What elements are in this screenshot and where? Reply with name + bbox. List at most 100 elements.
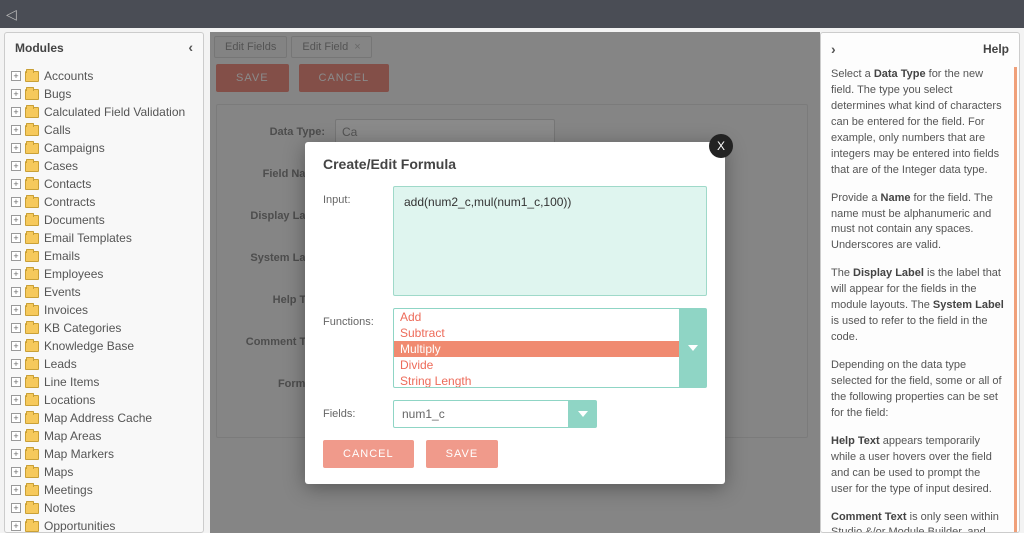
modal-label-input: Input: bbox=[323, 186, 393, 296]
expand-icon[interactable]: + bbox=[11, 377, 21, 387]
expand-icon[interactable]: + bbox=[11, 305, 21, 315]
sidebar-item[interactable]: +Leads bbox=[9, 355, 199, 373]
function-option[interactable]: Divide bbox=[394, 357, 679, 373]
help-paragraph: Help Text appears temporarily while a us… bbox=[831, 434, 1004, 498]
expand-icon[interactable]: + bbox=[11, 71, 21, 81]
expand-icon[interactable]: + bbox=[11, 89, 21, 99]
sidebar-item[interactable]: + Emails bbox=[9, 247, 199, 265]
sidebar-item[interactable]: + Knowledge Base bbox=[9, 337, 199, 355]
expand-icon[interactable]: + bbox=[11, 161, 21, 171]
folder-icon bbox=[25, 125, 39, 136]
modal-save-button[interactable]: SAVE bbox=[426, 440, 499, 468]
folder-icon bbox=[25, 395, 39, 406]
sidebar-item[interactable]: +Meetings bbox=[9, 481, 199, 499]
function-option[interactable]: Add bbox=[394, 309, 679, 325]
expand-icon[interactable]: + bbox=[11, 467, 21, 477]
expand-icon[interactable]: + bbox=[11, 395, 21, 405]
expand-icon[interactable]: + bbox=[11, 323, 21, 333]
expand-icon[interactable]: + bbox=[11, 521, 21, 531]
functions-insert-button[interactable] bbox=[679, 308, 707, 388]
sidebar-item-label: Email Templates bbox=[44, 231, 132, 245]
sidebar-item[interactable]: +Contacts bbox=[9, 175, 199, 193]
folder-icon bbox=[25, 179, 39, 190]
sidebar-item[interactable]: + Campaigns bbox=[9, 139, 199, 157]
help-panel: › Help Select a Data Type for the new fi… bbox=[820, 32, 1020, 533]
folder-icon bbox=[25, 107, 39, 118]
sidebar-item[interactable]: + Email Templates bbox=[9, 229, 199, 247]
expand-icon[interactable]: + bbox=[11, 413, 21, 423]
functions-list[interactable]: AddSubtractMultiplyDivideString LengthCo… bbox=[393, 308, 680, 388]
folder-icon bbox=[25, 485, 39, 496]
help-paragraph: Comment Text is only seen within Studio … bbox=[831, 510, 1004, 533]
sidebar-item[interactable]: + Notes bbox=[9, 499, 199, 517]
sidebar-item[interactable]: +Invoices bbox=[9, 301, 199, 319]
folder-icon bbox=[25, 233, 39, 244]
formula-modal: X Create/Edit Formula Input: Functions: … bbox=[305, 142, 725, 484]
formula-input-textarea[interactable] bbox=[393, 186, 707, 296]
sidebar-item-label: Knowledge Base bbox=[44, 339, 134, 353]
modal-label-functions: Functions: bbox=[323, 308, 393, 388]
center-region: Edit FieldsEdit Field× SAVE CANCEL Data … bbox=[210, 32, 820, 533]
modal-close-button[interactable]: X bbox=[709, 134, 733, 158]
sidebar-item-label: Events bbox=[44, 285, 81, 299]
expand-icon[interactable]: + bbox=[11, 341, 21, 351]
function-option[interactable]: String Length bbox=[394, 373, 679, 388]
sidebar-item-label: Notes bbox=[44, 501, 75, 515]
app-root: Modules ‹ +Accounts+Bugs+Calculated Fiel… bbox=[0, 28, 1024, 533]
sidebar-item-label: Campaigns bbox=[44, 141, 105, 155]
help-paragraph: Select a Data Type for the new field. Th… bbox=[831, 67, 1004, 179]
sidebar-item[interactable]: +Accounts bbox=[9, 67, 199, 85]
folder-icon bbox=[25, 305, 39, 316]
expand-icon[interactable]: + bbox=[11, 233, 21, 243]
expand-icon[interactable]: + bbox=[11, 251, 21, 261]
sidebar-item[interactable]: +KB Categories bbox=[9, 319, 199, 337]
sidebar-item[interactable]: +Opportunities bbox=[9, 517, 199, 532]
sidebar-item-label: Map Areas bbox=[44, 429, 101, 443]
sidebar-item-label: Emails bbox=[44, 249, 80, 263]
expand-icon[interactable]: + bbox=[11, 269, 21, 279]
expand-icon[interactable]: + bbox=[11, 143, 21, 153]
expand-icon[interactable]: + bbox=[11, 197, 21, 207]
fields-insert-button[interactable] bbox=[569, 400, 597, 428]
expand-icon[interactable]: + bbox=[11, 125, 21, 135]
sidebar-item[interactable]: +Locations bbox=[9, 391, 199, 409]
sidebar-item[interactable]: +Map Address Cache bbox=[9, 409, 199, 427]
expand-icon[interactable]: + bbox=[11, 215, 21, 225]
folder-icon bbox=[25, 521, 39, 532]
sidebar-item[interactable]: +Employees bbox=[9, 265, 199, 283]
fields-select[interactable]: num1_c bbox=[393, 400, 569, 428]
expand-icon[interactable]: + bbox=[11, 107, 21, 117]
expand-icon[interactable]: + bbox=[11, 485, 21, 495]
sidebar-item-label: Line Items bbox=[44, 375, 99, 389]
modal-cancel-button[interactable]: CANCEL bbox=[323, 440, 414, 468]
back-icon[interactable]: ◁ bbox=[6, 6, 17, 23]
expand-icon[interactable]: + bbox=[11, 503, 21, 513]
folder-icon bbox=[25, 287, 39, 298]
help-collapse-icon[interactable]: › bbox=[831, 41, 836, 57]
sidebar-item[interactable]: +Documents bbox=[9, 211, 199, 229]
modules-title: Modules bbox=[15, 41, 64, 55]
modules-collapse-icon[interactable]: ‹ bbox=[188, 39, 193, 55]
expand-icon[interactable]: + bbox=[11, 449, 21, 459]
sidebar-item[interactable]: + Map Areas bbox=[9, 427, 199, 445]
sidebar-item[interactable]: +Calculated Field Validation bbox=[9, 103, 199, 121]
sidebar-item[interactable]: +Contracts bbox=[9, 193, 199, 211]
sidebar-item[interactable]: + Line Items bbox=[9, 373, 199, 391]
function-option[interactable]: Multiply bbox=[394, 341, 679, 357]
expand-icon[interactable]: + bbox=[11, 287, 21, 297]
modal-label-fields: Fields: bbox=[323, 400, 393, 428]
sidebar-item[interactable]: +Bugs bbox=[9, 85, 199, 103]
modules-tree[interactable]: +Accounts+Bugs+Calculated Field Validati… bbox=[5, 65, 203, 532]
folder-icon bbox=[25, 197, 39, 208]
folder-icon bbox=[25, 269, 39, 280]
expand-icon[interactable]: + bbox=[11, 359, 21, 369]
expand-icon[interactable]: + bbox=[11, 179, 21, 189]
sidebar-item[interactable]: +Maps bbox=[9, 463, 199, 481]
expand-icon[interactable]: + bbox=[11, 431, 21, 441]
sidebar-item[interactable]: + Events bbox=[9, 283, 199, 301]
sidebar-item[interactable]: +Calls bbox=[9, 121, 199, 139]
sidebar-item[interactable]: +Map Markers bbox=[9, 445, 199, 463]
sidebar-item[interactable]: +Cases bbox=[9, 157, 199, 175]
folder-icon bbox=[25, 503, 39, 514]
function-option[interactable]: Subtract bbox=[394, 325, 679, 341]
